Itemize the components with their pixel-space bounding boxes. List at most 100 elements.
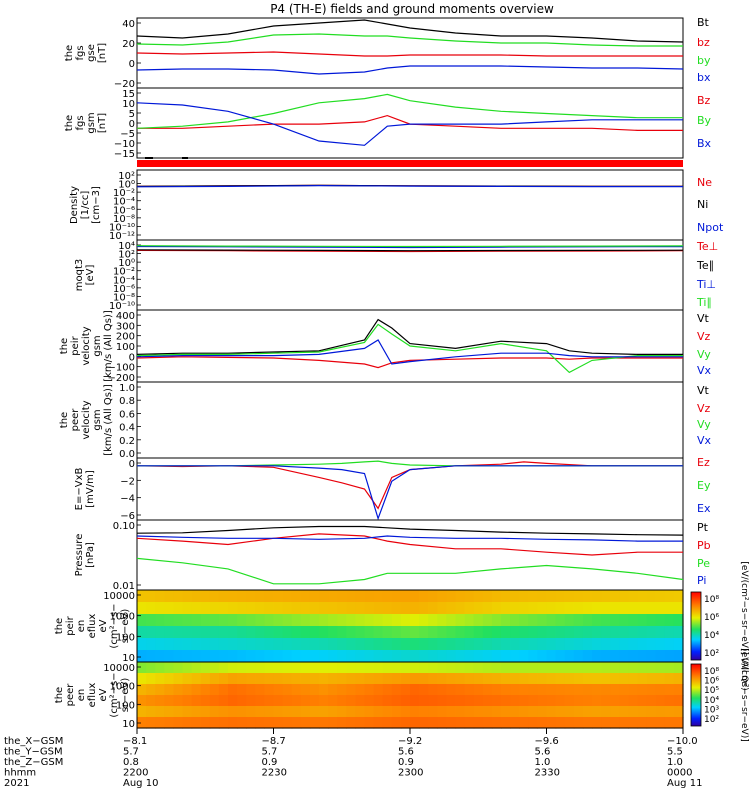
heatmap-cell xyxy=(200,650,211,663)
heatmap-cell xyxy=(337,638,347,651)
heatmap-cell xyxy=(664,626,675,639)
heatmap-cell xyxy=(582,602,593,615)
heatmap-cell xyxy=(619,662,629,674)
heatmap-cell xyxy=(346,717,356,729)
x-row-label: hhmm xyxy=(4,768,36,779)
x-tick-Z: 1.0 xyxy=(667,757,683,768)
heatmap-cell xyxy=(646,602,657,615)
heatmap-cell xyxy=(410,684,420,696)
heatmap-cell xyxy=(646,626,657,639)
heatmap-cell xyxy=(446,650,457,663)
heatmap-cell xyxy=(410,638,420,651)
heatmap-cell xyxy=(237,602,247,615)
colorbar-tick-label: 10² xyxy=(704,715,719,725)
heatmap-cell xyxy=(373,626,384,639)
series-Pe xyxy=(136,557,684,585)
heatmap-cell xyxy=(328,673,338,685)
y-axis-label: the xyxy=(64,45,75,61)
heatmap-cell xyxy=(355,673,366,685)
heatmap-cell xyxy=(519,590,529,603)
heatmap-cell xyxy=(291,626,302,639)
y-axis-label: sr−eV) xyxy=(120,678,131,713)
heatmap-cell xyxy=(619,614,629,627)
heatmap-cell xyxy=(446,638,457,651)
heatmap-cell xyxy=(255,650,265,663)
heatmap-cell xyxy=(601,638,611,651)
heatmap-cell xyxy=(573,706,584,718)
heatmap-cell xyxy=(537,590,548,603)
y-tick-label: 0 xyxy=(129,352,135,363)
heatmap-cell xyxy=(501,662,511,674)
heatmap-cell xyxy=(319,614,329,627)
heatmap-cell xyxy=(491,695,502,707)
x-tick-Y: 5.7 xyxy=(123,747,139,758)
y-axis-label: the xyxy=(64,115,75,131)
y-axis-label: [nT] xyxy=(97,43,108,63)
heatmap-cell xyxy=(673,717,684,729)
heatmap-cell xyxy=(246,590,256,603)
y-tick-label: 200 xyxy=(116,332,135,343)
x-tick-Z: 0.9 xyxy=(398,757,414,768)
heatmap-cell xyxy=(373,638,384,651)
heatmap-cell xyxy=(264,638,275,651)
y-tick-label: 10 xyxy=(122,719,135,730)
heatmap-cell xyxy=(246,614,256,627)
y-axis-label: gsm xyxy=(86,112,97,133)
heatmap-cell xyxy=(346,626,356,639)
heatmap-cell xyxy=(537,638,548,651)
heatmap-cell xyxy=(228,662,238,674)
heatmap-cell xyxy=(264,662,275,674)
heatmap-cell xyxy=(228,717,238,729)
heatmap-cell xyxy=(328,602,338,615)
heatmap-cell xyxy=(446,695,457,707)
heatmap-cell xyxy=(137,638,147,651)
heatmap-cell xyxy=(646,590,657,603)
legend-Vz: Vz xyxy=(697,330,711,343)
heatmap-cell xyxy=(592,590,602,603)
y-tick-label: 100 xyxy=(116,700,135,711)
heatmap-cell xyxy=(182,626,193,639)
heatmap-cell xyxy=(273,695,284,707)
heatmap-cell xyxy=(437,590,447,603)
heatmap-cell xyxy=(619,638,629,651)
heatmap-cell xyxy=(391,695,402,707)
colorbar-tick-label: 10⁶ xyxy=(704,613,719,623)
y-axis-label: Pressure xyxy=(74,534,85,577)
heatmap-cell xyxy=(282,673,293,685)
heatmap-cell xyxy=(592,717,602,729)
heatmap-cell xyxy=(182,602,193,615)
heatmap-cell xyxy=(501,650,511,663)
legend-By: By xyxy=(697,114,712,127)
heatmap-cell xyxy=(664,684,675,696)
heatmap-cell xyxy=(555,717,566,729)
heatmap-cell xyxy=(419,614,429,627)
heatmap-cell xyxy=(573,590,584,603)
heatmap-cell xyxy=(673,706,684,718)
heatmap-cell xyxy=(218,626,229,639)
heatmap-cell xyxy=(573,673,584,685)
heatmap-cell xyxy=(537,684,548,696)
heatmap-cell xyxy=(364,614,375,627)
y-tick-label: −4 xyxy=(120,494,135,505)
panel-peer_velocity: 1.0 0.8 0.6 0.4 0.2 0.0 the peer velocity gsm [km/… xyxy=(59,381,712,460)
heatmap-cell xyxy=(300,614,311,627)
heatmap-cell xyxy=(582,717,593,729)
heatmap-cell xyxy=(182,684,193,696)
heatmap-cell xyxy=(582,684,593,696)
heatmap-cell xyxy=(410,717,420,729)
heatmap-cell xyxy=(228,695,238,707)
heatmap-cell xyxy=(628,717,639,729)
heatmap-cell xyxy=(209,614,220,627)
heatmap-cell xyxy=(410,614,420,627)
heatmap-cell xyxy=(628,662,639,674)
heatmap-cell xyxy=(664,662,675,674)
series-Pt xyxy=(136,525,684,536)
heatmap-cell xyxy=(537,717,548,729)
heatmap-cell xyxy=(473,717,484,729)
heatmap-cell xyxy=(255,673,265,685)
y-axis-label: [km/s (All Qs)] xyxy=(103,384,114,456)
heatmap-cell xyxy=(155,695,165,707)
heatmap-cell xyxy=(537,673,548,685)
heatmap-cell xyxy=(173,717,184,729)
heatmap-cell xyxy=(646,684,657,696)
